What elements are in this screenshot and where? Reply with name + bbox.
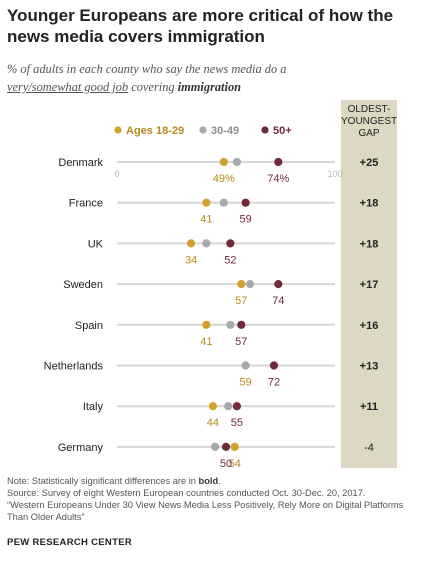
brand-logo-text: PEW RESEARCH CENTER	[7, 537, 132, 548]
data-point	[202, 239, 211, 248]
data-point	[269, 361, 279, 370]
legend-label: 50+	[273, 125, 292, 137]
data-point	[208, 402, 218, 411]
note-text: Note: Statistically significant differen…	[7, 476, 199, 486]
country-label: UK	[88, 238, 104, 250]
legend-label: 30-49	[211, 125, 239, 137]
young-value-label: 41	[200, 336, 212, 348]
legend-marker	[261, 126, 269, 134]
chart-title: Younger Europeans are more critical of h…	[7, 6, 394, 46]
data-point	[245, 280, 255, 289]
old-value-label: 72	[268, 377, 280, 389]
axis-tick-label: 0	[114, 169, 119, 179]
old-value-label: 57	[235, 336, 247, 348]
chart-subtitle: % of adults in each county who say the n…	[7, 60, 307, 96]
data-point	[224, 402, 233, 411]
data-point	[241, 361, 250, 370]
footer-notes: Note: Statistically significant differen…	[7, 475, 417, 523]
data-point	[219, 157, 228, 167]
note-bold: bold	[198, 476, 219, 486]
data-point	[230, 442, 239, 451]
country-label: Italy	[83, 401, 104, 413]
subtitle-underlined: very/somewhat good job	[7, 80, 129, 94]
country-label: Sweden	[63, 279, 103, 291]
data-point	[241, 198, 250, 207]
legend-label: Ages 18-29	[126, 125, 184, 137]
data-point	[232, 157, 241, 167]
legend-marker	[114, 126, 122, 134]
data-point	[221, 442, 231, 451]
young-value-label: 57	[235, 295, 247, 307]
old-value-label: 50	[220, 458, 232, 470]
footer-source: Source: Survey of eight Western European…	[7, 488, 366, 498]
data-point	[211, 442, 220, 451]
data-point	[219, 198, 228, 207]
gap-value: +18	[360, 198, 379, 210]
country-label: Spain	[75, 320, 103, 332]
axis-tick-label: 100	[327, 169, 342, 179]
gap-column-background	[341, 100, 397, 468]
subtitle-bold: immigration	[177, 80, 242, 94]
gap-value: +18	[360, 238, 379, 250]
footer-report: “Western Europeans Under 30 View News Me…	[7, 500, 404, 522]
young-value-label: 59	[239, 377, 251, 389]
subtitle-text-2: covering	[128, 80, 178, 94]
data-point	[232, 402, 241, 411]
gap-value: +25	[360, 157, 379, 169]
data-point	[274, 157, 283, 167]
young-value-label: 34	[185, 254, 197, 266]
data-point	[202, 320, 211, 329]
dot-plot-chart: Ages 18-29 30-49 50+ Denmark 49% 74% +25 France…	[44, 100, 397, 470]
country-label: Denmark	[58, 157, 103, 169]
old-value-label: 74%	[267, 173, 289, 185]
data-point	[226, 320, 235, 329]
footer-note: Note: Statistically significant differen…	[7, 475, 417, 487]
country-label: Germany	[58, 442, 104, 454]
young-value-label: 41	[200, 214, 212, 226]
old-value-label: 55	[231, 417, 243, 429]
gap-value: +13	[360, 361, 379, 373]
country-label: France	[69, 198, 103, 210]
subtitle-text-1: % of adults in each county who say the n…	[7, 62, 287, 76]
old-value-label: 74	[272, 295, 284, 307]
gap-value: +17	[360, 279, 379, 291]
gap-value: +16	[360, 320, 379, 332]
data-point	[237, 320, 246, 329]
note-end: .	[218, 476, 221, 486]
gap-value: +11	[360, 401, 378, 413]
old-value-label: 59	[239, 214, 251, 226]
legend-marker	[199, 126, 207, 134]
data-point	[226, 239, 235, 248]
country-label: Netherlands	[44, 361, 104, 373]
young-value-label: 44	[207, 417, 219, 429]
young-value-label: 49%	[213, 173, 235, 185]
gap-column-header: OLDEST-YOUNGEST GAP	[341, 104, 398, 139]
young-value-label: 54	[229, 458, 241, 470]
gap-value: -4	[364, 442, 374, 454]
old-value-label: 52	[224, 254, 236, 266]
data-point	[237, 280, 246, 289]
data-point	[274, 280, 283, 289]
data-point	[187, 239, 196, 248]
data-point	[202, 198, 211, 207]
